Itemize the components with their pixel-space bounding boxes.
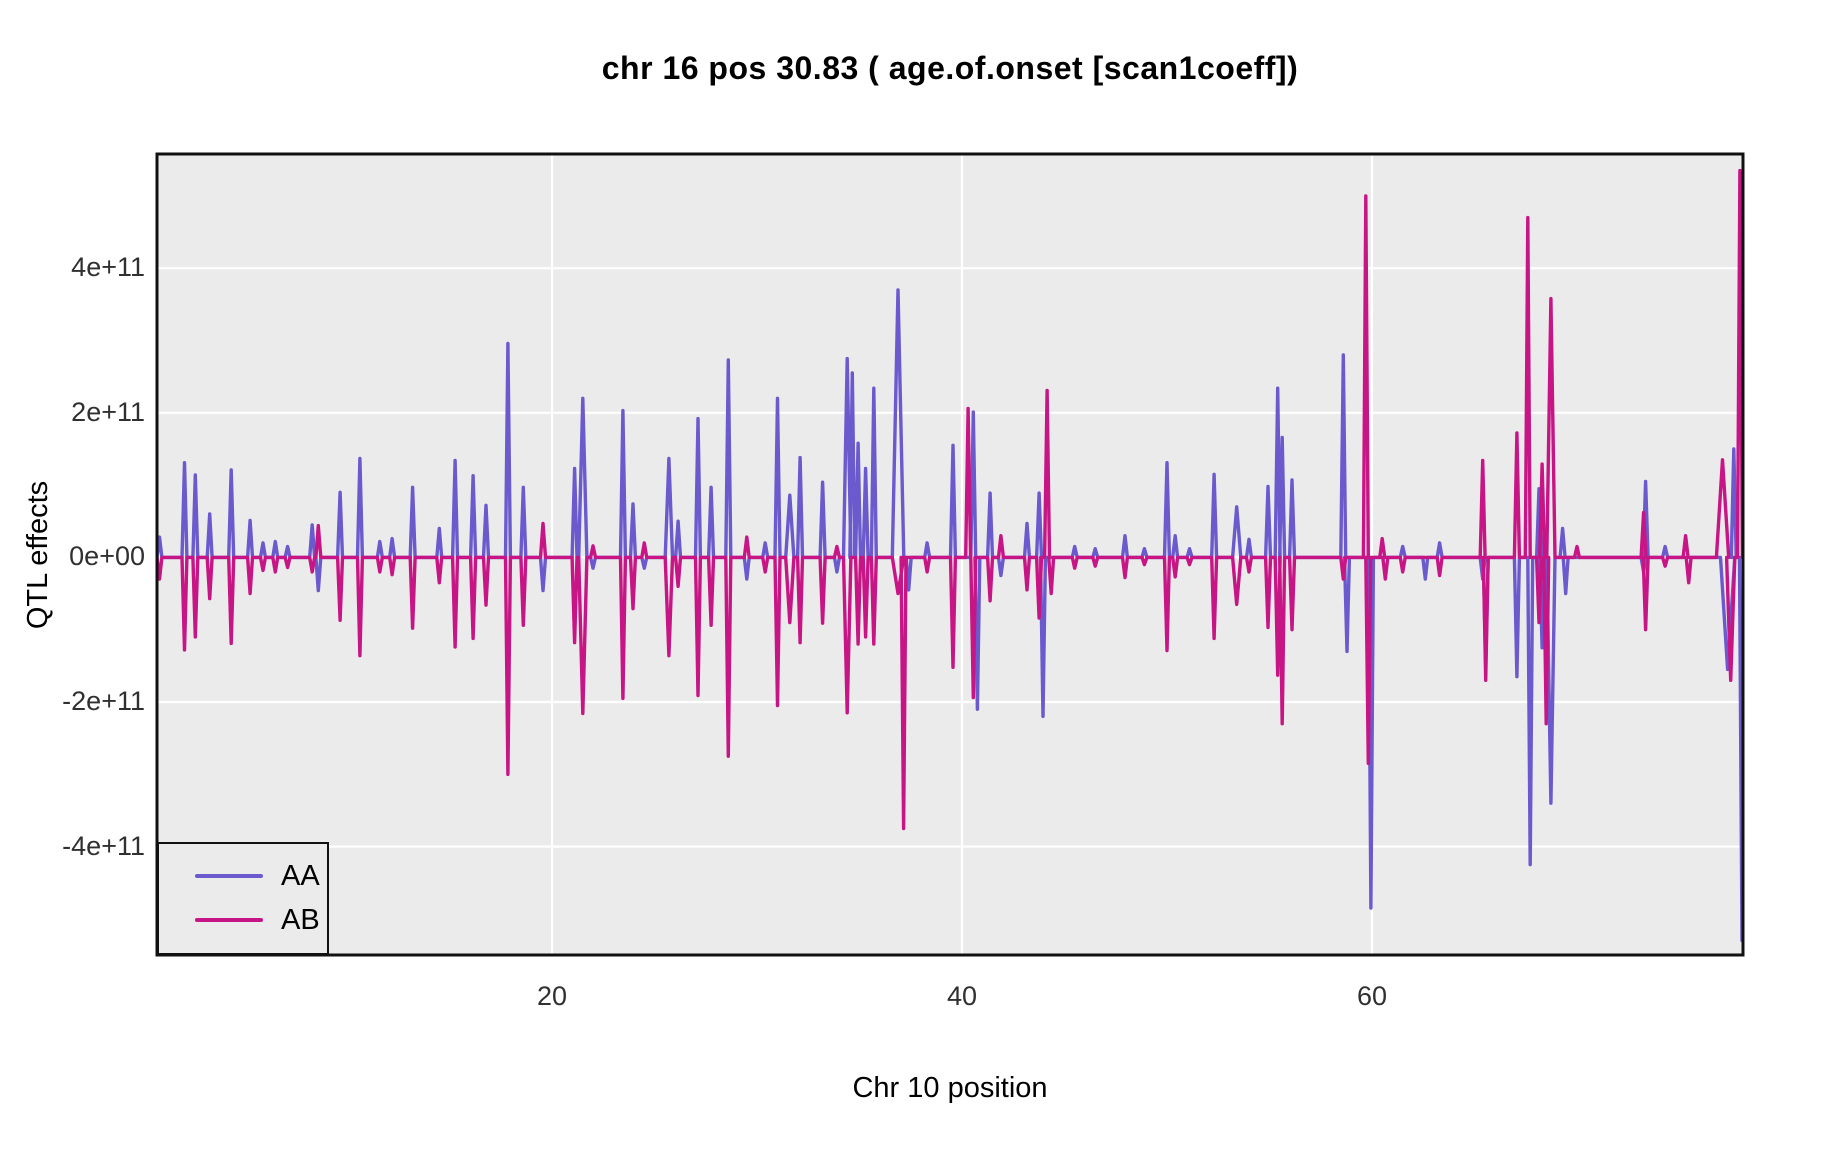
legend-label-ab: AB (281, 903, 320, 936)
legend: AA AB (157, 842, 329, 955)
series-lines (157, 168, 1743, 943)
x-tick-label: 20 (536, 981, 568, 1011)
aa-line-swatch (195, 874, 263, 878)
chart-title: chr 16 pos 30.83 ( age.of.onset [scan1co… (601, 50, 1299, 86)
ab-line-swatch (195, 918, 263, 922)
x-tick-label: 60 (1356, 981, 1387, 1011)
y-tick-label: -4e+11 (62, 830, 145, 861)
y-tick-label: 0e+00 (69, 541, 145, 572)
x-tick-label: 40 (946, 981, 977, 1011)
legend-item-aa: AA (159, 856, 327, 896)
y-tick-label: -2e+11 (62, 685, 145, 716)
panel-border (155, 152, 1745, 957)
ab-series-line (157, 168, 1743, 831)
y-tick-label: 4e+11 (71, 252, 145, 283)
y-tick-label: 2e+11 (71, 396, 145, 427)
legend-label-aa: AA (281, 859, 320, 892)
y-axis-title: QTL effects (22, 480, 54, 630)
legend-item-ab: AB (159, 900, 327, 940)
x-axis-title: Chr 10 position (852, 1072, 1048, 1104)
